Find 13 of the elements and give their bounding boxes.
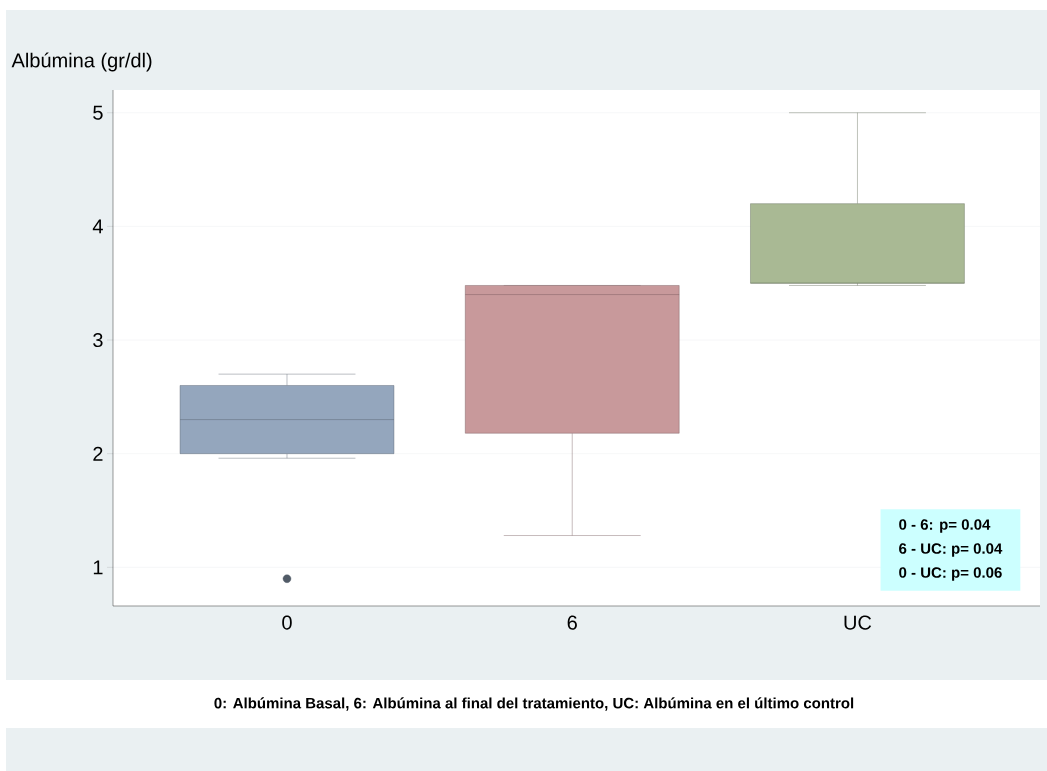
annotation: 0 - UC: p= 0.06 [899,567,1002,581]
y-tick-label: 2 [93,446,103,461]
x-tick-label: 0 [282,615,292,630]
y-axis-title: Albúmina (gr/dl) [11,52,152,72]
text: 0: Albúmina Basal, 6: Albúmina al final del tratamiento, UC: Albúmina en el último control [214,697,854,711]
x-tick-label: 6 [567,615,577,630]
y-tick-label: 4 [92,219,103,234]
x-tick-label: UC [844,615,872,630]
y-tick-label: 1 [93,560,103,575]
annotation: 6 - UC: p= 0.04 [899,543,1003,557]
y-tick-label: 5 [93,105,103,120]
y-tick-label: 3 [93,332,103,348]
annotation: 0 - 6: p= 0.04 [899,519,991,533]
